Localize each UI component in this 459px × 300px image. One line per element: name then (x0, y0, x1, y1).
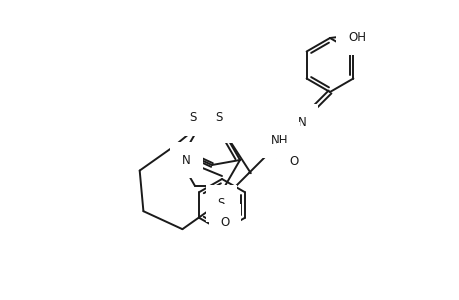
Text: S: S (217, 197, 224, 210)
Text: S: S (189, 111, 196, 124)
Text: NH: NH (270, 134, 288, 147)
Text: N: N (220, 118, 229, 131)
Text: O: O (288, 155, 297, 168)
Text: N: N (297, 116, 306, 129)
Text: S: S (215, 111, 222, 124)
Text: O: O (220, 216, 229, 229)
Text: N: N (182, 154, 190, 166)
Text: OH: OH (347, 31, 365, 44)
